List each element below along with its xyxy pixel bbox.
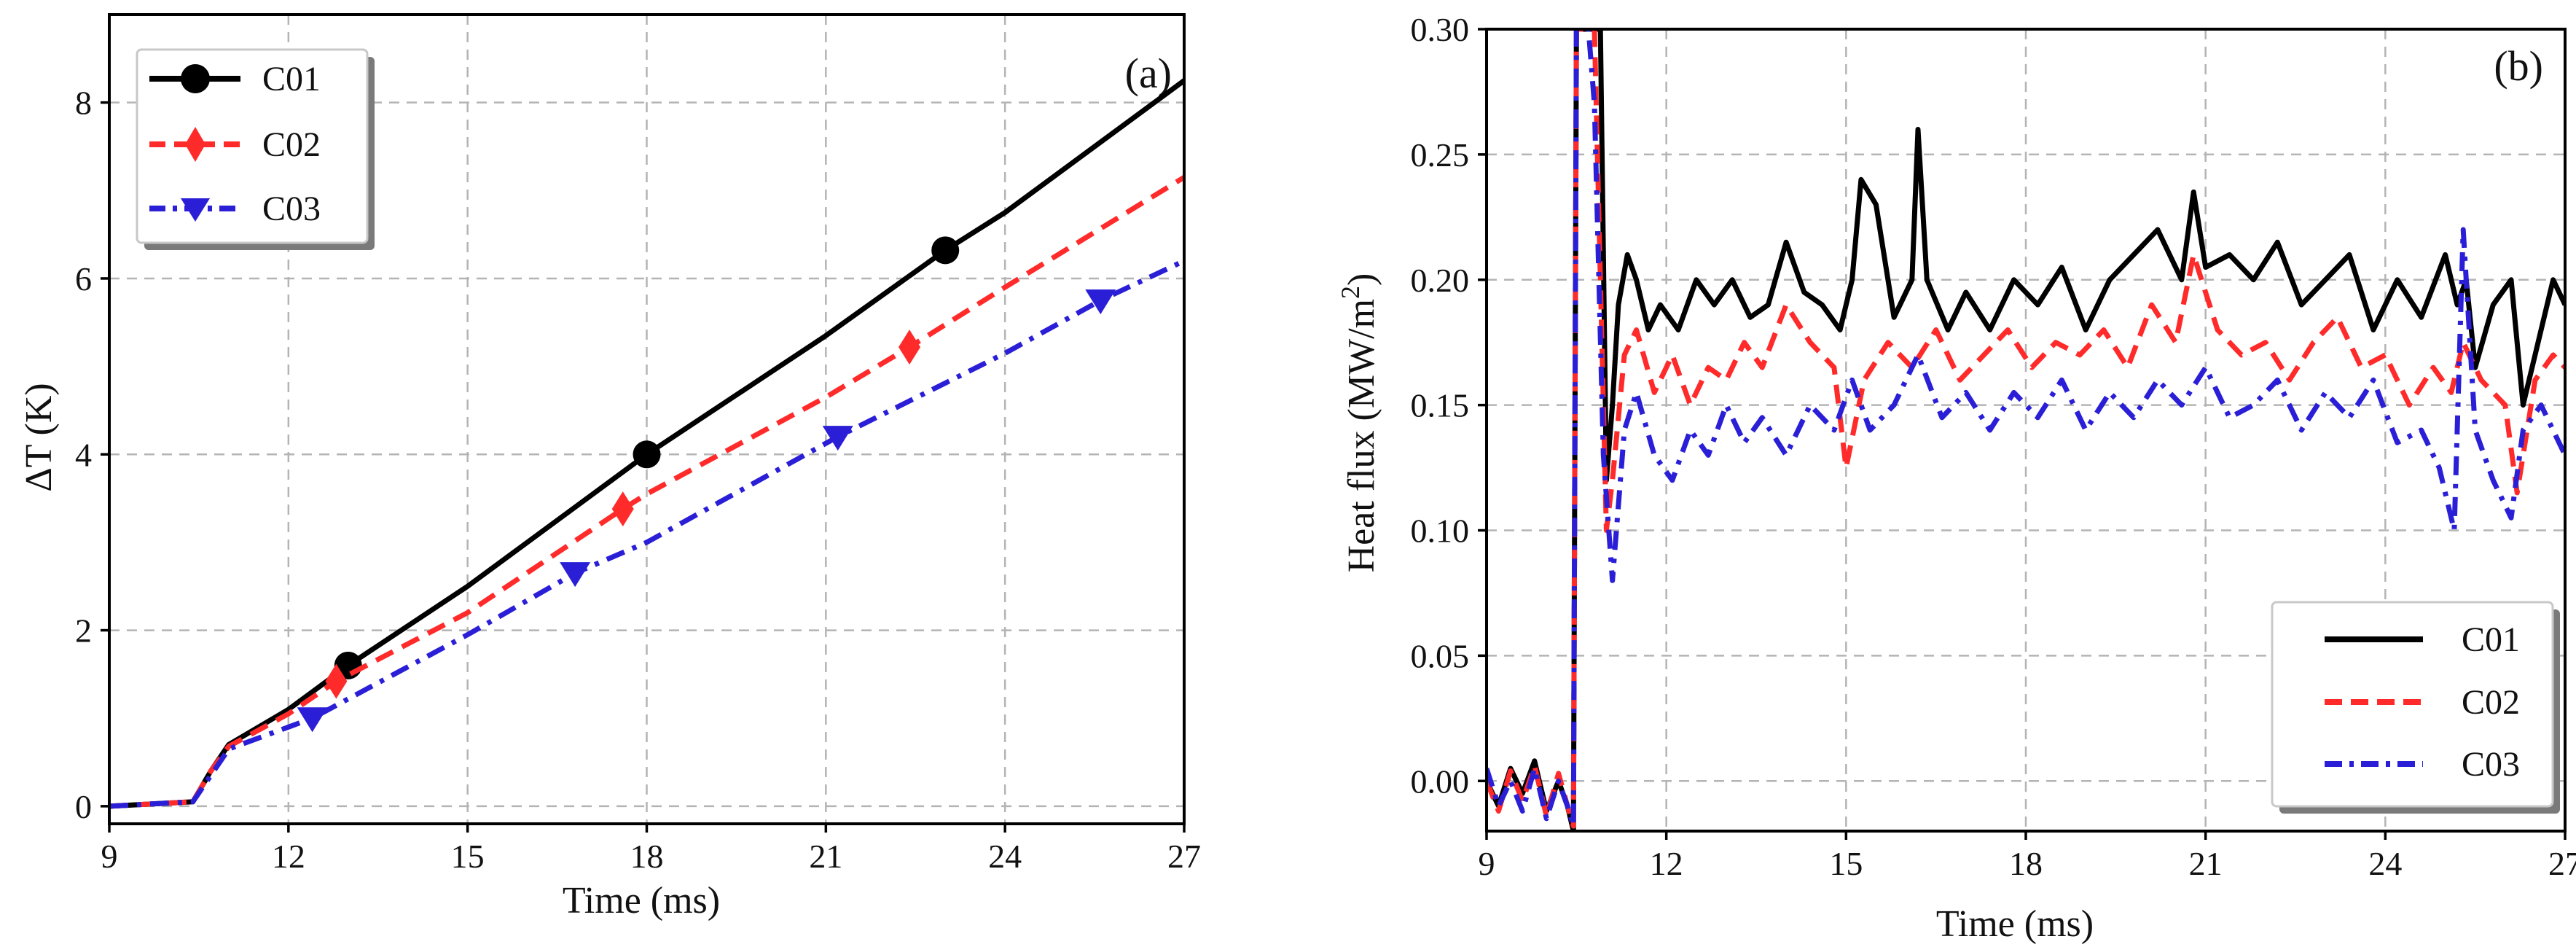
panel-b-ylabel: Heat flux (MW/m2) [1336,273,1382,573]
legend-a-c01-marker [181,64,210,93]
series-c03-marker [1085,289,1116,315]
panel-a-ytick-label: 6 [75,260,92,297]
panel-b-chart: Heat flux (MW/m2) Time (ms) (b) 9 12 15 18 2… [1336,11,2576,945]
panel-b-xlabel: Time (ms) [1936,903,2094,945]
panel-a-ytick-label: 0 [75,788,92,825]
series-c03-line [1487,29,2565,829]
series-c03-line [109,258,1186,809]
panel-b-ytick-label: 0.10 [1411,513,1470,550]
series-c03-marker [822,426,853,451]
series-c02-marker [325,663,348,699]
panel-b-ytick-label: 0.20 [1411,262,1470,299]
panel-a-chart: ΔT (K) Time (ms) (a) 9 12 15 18 21 24 2702468 … [18,13,1201,921]
series-c02-marker [899,330,921,365]
panel-a-xtick-label: 9 [101,838,118,875]
panel-a-series-group [109,78,1186,809]
legend-b-c03-label: C03 [2462,745,2520,784]
series-c02-marker [611,491,634,527]
panel-b-xtick-label: 9 [1479,845,1495,882]
panel-a-xlabel: Time (ms) [563,880,720,921]
series-c02-line [1487,29,2565,829]
panel-a-tag: (a) [1125,50,1172,97]
panel-b-plot-area: 9 12 15 18 21 24 27 0.00 0.05 0.10 0.15 0.20 0.25 0.3… [1411,11,2576,882]
legend-a-c01-label: C01 [262,60,321,98]
series-c01-marker [931,236,960,265]
panel-a-legend: C01 C02 C03 [136,48,375,250]
panel-a-ylabel: ΔT (K) [18,383,60,491]
panel-b-ytick-label: 0.00 [1411,763,1470,800]
panel-a-xtick-label: 21 [809,838,842,875]
legend-b-c02-label: C02 [2462,683,2520,722]
panel-a-xtick-label: 15 [451,838,485,875]
panel-b-ylabel-main: Heat flux (MW/m [1341,299,1382,572]
panel-a-ytick-label: 4 [75,436,92,473]
panel-a-ytick-label: 2 [75,612,92,650]
panel-b-xtick-label: 12 [1650,845,1683,882]
series-c03-marker [297,707,328,733]
panel-b-ytick-label: 0.15 [1411,387,1470,424]
panel-b-ylabel-sup: 2 [1336,286,1365,299]
panel-b-ytick-label: 0.05 [1411,637,1470,674]
legend-a-c03-marker [181,198,210,222]
legend-a-c02-marker [185,127,205,162]
panel-b-series-group [1487,29,2565,831]
series-c01-marker [633,440,661,469]
panel-a-xtick-label: 24 [988,838,1022,875]
panel-a-xtick-label: 12 [272,838,305,875]
panel-b-xtick-label: 21 [2189,845,2223,882]
panel-b-xtick-label: 18 [2009,845,2043,882]
panel-a-xtick-label: 18 [630,838,664,875]
panel-b-xtick-label: 27 [2548,845,2576,882]
panel-b-legend: C01 C02 C03 [2271,601,2560,814]
panel-b-ytick-label: 0.25 [1411,136,1470,174]
panel-b-ylabel-end: ) [1341,273,1382,286]
panel-b-xtick-label: 15 [1829,845,1863,882]
panel-b-xtick-label: 24 [2368,845,2402,882]
panel-b-ytick-label: 0.30 [1411,11,1470,48]
legend-a-c03-label: C03 [262,190,321,228]
panel-a-legend-box [136,48,369,244]
panel-a-ytick-label: 8 [75,85,92,122]
panel-a-xtick-label: 27 [1167,838,1201,875]
series-c03-marker [560,562,591,588]
legend-b-c01-label: C01 [2462,620,2520,659]
legend-a-c02-label: C02 [262,125,321,164]
panel-b-tag: (b) [2494,42,2543,90]
